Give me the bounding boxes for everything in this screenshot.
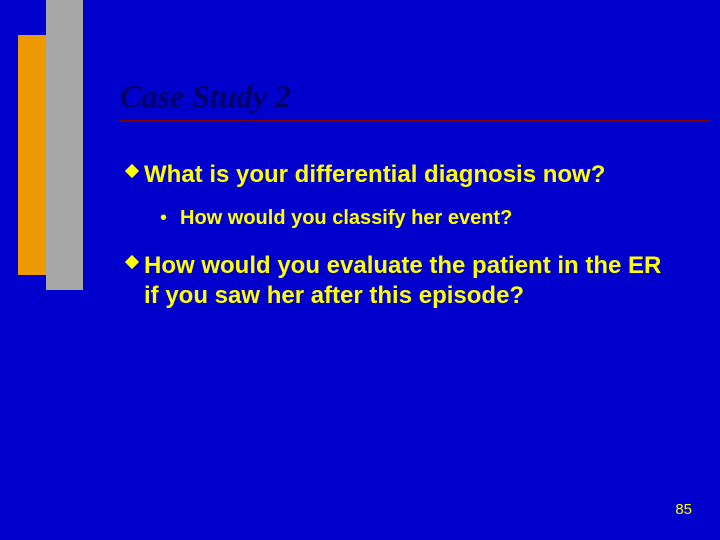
sub-bullet-text: How would you classify her event?	[180, 206, 512, 231]
accent-bar-gray	[46, 0, 83, 290]
bullet-text: What is your differential diagnosis now?	[144, 160, 605, 190]
sub-bullet-item: • How would you classify her event?	[160, 206, 680, 231]
bullet-item: What is your differential diagnosis now?	[120, 160, 680, 190]
diamond-bullet-icon	[120, 251, 144, 267]
page-number: 85	[675, 501, 692, 518]
bullet-text: How would you evaluate the patient in th…	[144, 251, 680, 311]
dot-bullet-icon: •	[160, 206, 180, 230]
diamond-bullet-icon	[120, 160, 144, 176]
slide-content: What is your differential diagnosis now?…	[120, 160, 680, 327]
bullet-item: How would you evaluate the patient in th…	[120, 251, 680, 311]
title-underline	[120, 120, 710, 122]
slide-title: Case Study 2	[120, 78, 291, 115]
